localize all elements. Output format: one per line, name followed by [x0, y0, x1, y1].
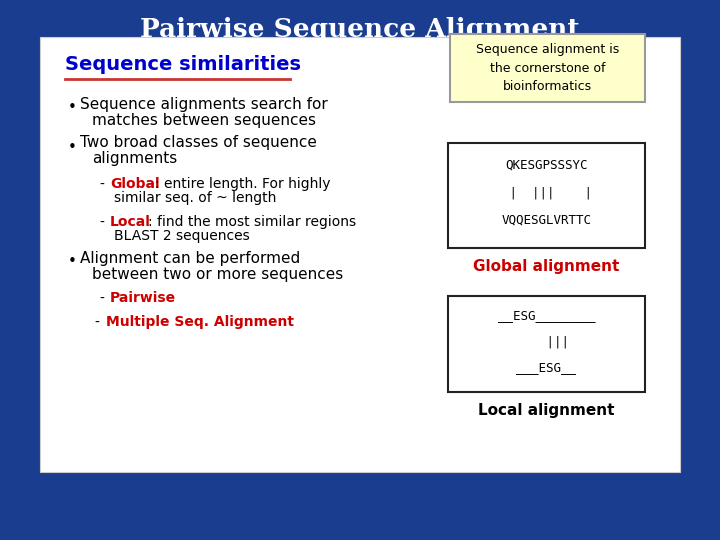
Text: alignments: alignments	[92, 152, 177, 166]
Text: -: -	[95, 315, 104, 329]
Text: Local alignment: Local alignment	[478, 402, 615, 417]
Text: |||: |||	[524, 335, 569, 348]
Text: __ESG________: __ESG________	[498, 309, 595, 322]
Text: Sequence alignments search for: Sequence alignments search for	[80, 97, 328, 111]
Text: BLAST 2 sequences: BLAST 2 sequences	[114, 229, 250, 243]
Text: -: -	[100, 291, 109, 305]
Text: Multiple Seq. Alignment: Multiple Seq. Alignment	[106, 315, 294, 329]
Text: Two broad classes of sequence: Two broad classes of sequence	[80, 136, 317, 151]
Text: -: -	[100, 215, 109, 229]
Text: |  |||    |: | ||| |	[502, 186, 592, 199]
Text: Pairwise Sequence Alignment: Pairwise Sequence Alignment	[140, 17, 580, 43]
Text: similar seq. of ~ length: similar seq. of ~ length	[114, 191, 276, 205]
Text: •: •	[68, 254, 77, 269]
Text: •: •	[68, 139, 77, 154]
Text: •: •	[68, 100, 77, 116]
Text: Sequence alignment is
the cornerstone of
bioinformatics: Sequence alignment is the cornerstone of…	[476, 44, 619, 92]
Text: matches between sequences: matches between sequences	[92, 112, 316, 127]
Text: Pairwise: Pairwise	[110, 291, 176, 305]
Text: -: -	[100, 177, 109, 191]
Text: : entire length. For highly: : entire length. For highly	[155, 177, 330, 191]
Bar	[448, 143, 645, 248]
Text: between two or more sequences: between two or more sequences	[92, 267, 343, 281]
Text: Global alignment: Global alignment	[473, 259, 620, 273]
Text: Global: Global	[110, 177, 160, 191]
Text: VQQESGLVRTTC: VQQESGLVRTTC	[502, 213, 592, 226]
Bar	[450, 34, 645, 102]
Text: Sequence similarities: Sequence similarities	[65, 56, 301, 75]
Bar	[40, 37, 680, 472]
Text: : find the most similar regions: : find the most similar regions	[148, 215, 356, 229]
Text: Alignment can be performed: Alignment can be performed	[80, 251, 300, 266]
Text: Local: Local	[110, 215, 151, 229]
Text: QKESGPSSSYC: QKESGPSSSYC	[505, 159, 588, 172]
Text: ___ESG__: ___ESG__	[516, 361, 577, 375]
Bar	[448, 296, 645, 392]
